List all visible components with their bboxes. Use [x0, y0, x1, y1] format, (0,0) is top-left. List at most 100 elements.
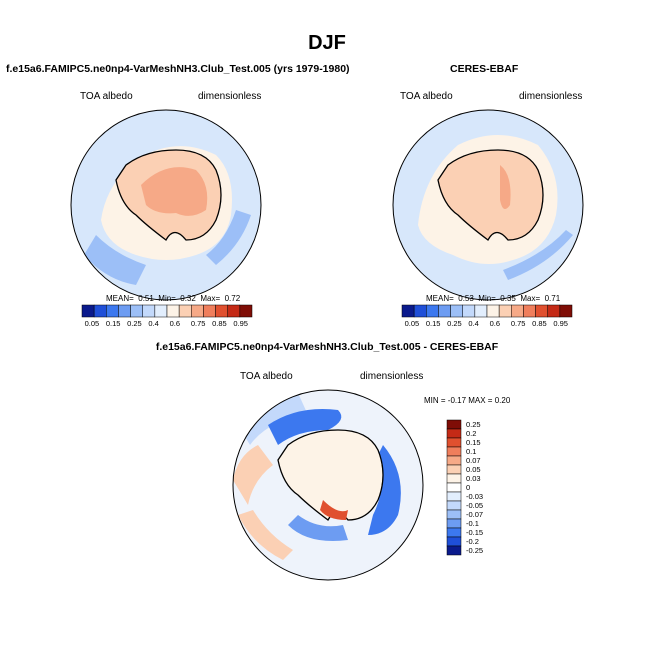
panel-1-colorbar-swatch — [106, 304, 119, 318]
panel-2-colorbar — [401, 304, 573, 318]
panel-2-colorbar-swatch — [450, 304, 463, 318]
panel-2-colorbar-swatch — [559, 304, 573, 318]
panel-3-map — [232, 389, 424, 581]
panel-1-stats: MEAN= 0.51 Min= 0.32 Max= 0.72 — [106, 294, 241, 303]
panel-1-colorbar-tick-label: 0.75 — [190, 319, 206, 328]
panel-1-colorbar-swatch — [142, 304, 156, 318]
panel-3-colorbar-swatch — [446, 545, 462, 556]
panel-2-colorbar-swatch — [462, 304, 476, 318]
panel-3-colorbar-labels: 0.25 0.2 0.15 0.1 0.07 0.05 0.03 0 -0.03 -0.05 -0.… — [466, 420, 496, 555]
panel-1-colorbar-tick-label: 0.6 — [169, 319, 181, 328]
panel-1-colorbar-swatch — [239, 304, 253, 318]
panel-3-title: f.e15a6.FAMIPC5.ne0np4-VarMeshNH3.Club_T… — [155, 341, 499, 353]
panel-3-colorbar-swatch — [446, 437, 462, 448]
panel-2-colorbar-swatch — [413, 304, 427, 318]
panel-3-ocean-anomaly — [268, 409, 342, 445]
panel-2-colorbar-swatch — [498, 304, 512, 318]
panel-3-colorbar-tick-label: 0 — [466, 482, 471, 492]
panel-3-colorbar-swatch — [446, 536, 462, 547]
panel-3-colorbar-swatch — [446, 482, 462, 493]
panel-2-colorbar-tick-label: 0.05 — [404, 319, 420, 328]
panel-3-colorbar-tick-label: -0.25 — [466, 545, 484, 555]
panel-1-colorbar-tick-label: 0.85 — [212, 319, 227, 328]
panel-2-colorbar-tick-label: 0.85 — [532, 319, 547, 328]
page-title: DJF — [308, 32, 346, 54]
panel-2-antarctica — [437, 149, 544, 241]
panel-1-colorbar-tick-label: 0.15 — [105, 319, 121, 328]
panel-3-ocean-anomaly — [233, 445, 273, 505]
panel-3-colorbar-swatch — [446, 428, 462, 439]
panel-1-title: f.e15a6.FAMIPC5.ne0np4-VarMeshNH3.Club_T… — [6, 63, 350, 75]
panel-1-colorbar-tick-label: 0.95 — [233, 319, 248, 328]
panel-3-colorbar-tick-label: -0.05 — [466, 500, 484, 510]
panel-3-colorbar-swatch — [446, 473, 462, 484]
panel-1-colorbar-tick-label: 0.25 — [127, 319, 142, 328]
panel-3-map-border — [232, 389, 424, 581]
panel-2-ocean-anomaly — [503, 230, 573, 280]
panel-3-colorbar-tick-label: -0.1 — [466, 518, 479, 528]
panel-2-colorbar-tick-label: 0.4 — [468, 319, 479, 328]
panel-1-colorbar-swatch — [227, 304, 241, 318]
panel-3-colorbar-tick-label: 0.15 — [466, 437, 481, 447]
panel-3-colorbar-tick-label: -0.03 — [466, 491, 484, 501]
panel-1-colorbar-swatch — [118, 304, 131, 318]
panel-2-colorbar-swatch — [523, 304, 536, 318]
panel-3-colorbar-swatch — [446, 491, 462, 502]
panel-3-colorbar-swatch — [446, 464, 462, 475]
panel-1-colorbar-swatch — [130, 304, 143, 318]
panel-3-units-label: dimensionless — [360, 371, 424, 382]
panel-2-colorbar-swatch — [486, 304, 500, 318]
panel-3-land-anomaly — [320, 500, 348, 520]
panel-1-colorbar-swatch — [215, 304, 228, 318]
panel-1-colorbar-swatch — [154, 304, 168, 318]
panel-2-colorbar-tick-label: 0.25 — [447, 319, 462, 328]
panel-3-colorbar-tick-label: 0.25 — [466, 419, 481, 429]
panel-2-map — [392, 109, 584, 301]
panel-1-colorbar-tick-label: 0.05 — [84, 319, 100, 328]
panel-3-ocean-anomaly — [288, 515, 348, 541]
panel-2-interior — [500, 165, 511, 209]
panel-1-interior — [141, 167, 208, 216]
panel-3-colorbar-tick-label: -0.15 — [466, 527, 484, 537]
panel-1-variable-label: TOA albedo — [80, 91, 133, 102]
panel-3-colorbar-swatch — [446, 500, 462, 511]
panel-1-ocean-anomaly — [206, 210, 251, 265]
panel-3-colorbar-swatch — [446, 455, 462, 466]
panel-3-colorbar-tick-label: 0.2 — [466, 428, 477, 438]
panel-3-colorbar-swatch — [446, 419, 462, 430]
panel-3-ocean-anomaly — [238, 393, 308, 445]
panel-1-colorbar-tick-label: 0.4 — [148, 319, 159, 328]
panel-3-ocean-anomaly — [238, 510, 293, 560]
panel-2-colorbar-swatch — [401, 304, 415, 318]
panel-2-colorbar-swatch — [535, 304, 548, 318]
panel-3-stats: MIN = -0.17 MAX = 0.20 — [424, 396, 511, 405]
panel-2-colorbar-swatch — [511, 304, 524, 318]
panel-3-colorbar-tick-label: -0.07 — [466, 509, 484, 519]
panel-2-colorbar-tick-label: 0.95 — [553, 319, 568, 328]
panel-2-colorbar-tick-label: 0.15 — [425, 319, 441, 328]
panel-3-antarctica — [277, 429, 384, 521]
panel-1-map-border — [70, 109, 262, 301]
panel-3-colorbar-swatch — [446, 509, 462, 520]
panel-1-colorbar-swatch — [93, 304, 107, 318]
panel-1-map — [70, 109, 262, 301]
panel-1-colorbar-swatch — [203, 304, 216, 318]
panel-3-colorbar-swatch — [446, 446, 462, 457]
panel-2-colorbar-swatch — [547, 304, 561, 318]
panel-2-units-label: dimensionless — [519, 91, 583, 102]
panel-1-colorbar — [81, 304, 253, 318]
panel-3-colorbar-tick-label: 0.1 — [466, 446, 477, 456]
panel-2-map-border — [392, 109, 584, 301]
panel-3-colorbar-tick-label: -0.2 — [466, 536, 479, 546]
panel-1-colorbar-swatch — [166, 304, 180, 318]
panel-2-colorbar-tick-label: 0.75 — [510, 319, 526, 328]
panel-2-colorbar-tick-label: 0.6 — [489, 319, 501, 328]
panel-2-variable-label: TOA albedo — [400, 91, 453, 102]
panel-1-units-label: dimensionless — [198, 91, 262, 102]
panel-3-colorbar-tick-label: 0.03 — [466, 473, 481, 483]
panel-3-colorbar-swatch — [446, 518, 462, 529]
panel-1-colorbar-swatch — [81, 304, 95, 318]
panel-3-colorbar-tick-label: 0.05 — [466, 464, 481, 474]
panel-3-colorbar — [446, 419, 462, 556]
panel-2-colorbar-swatch — [426, 304, 439, 318]
